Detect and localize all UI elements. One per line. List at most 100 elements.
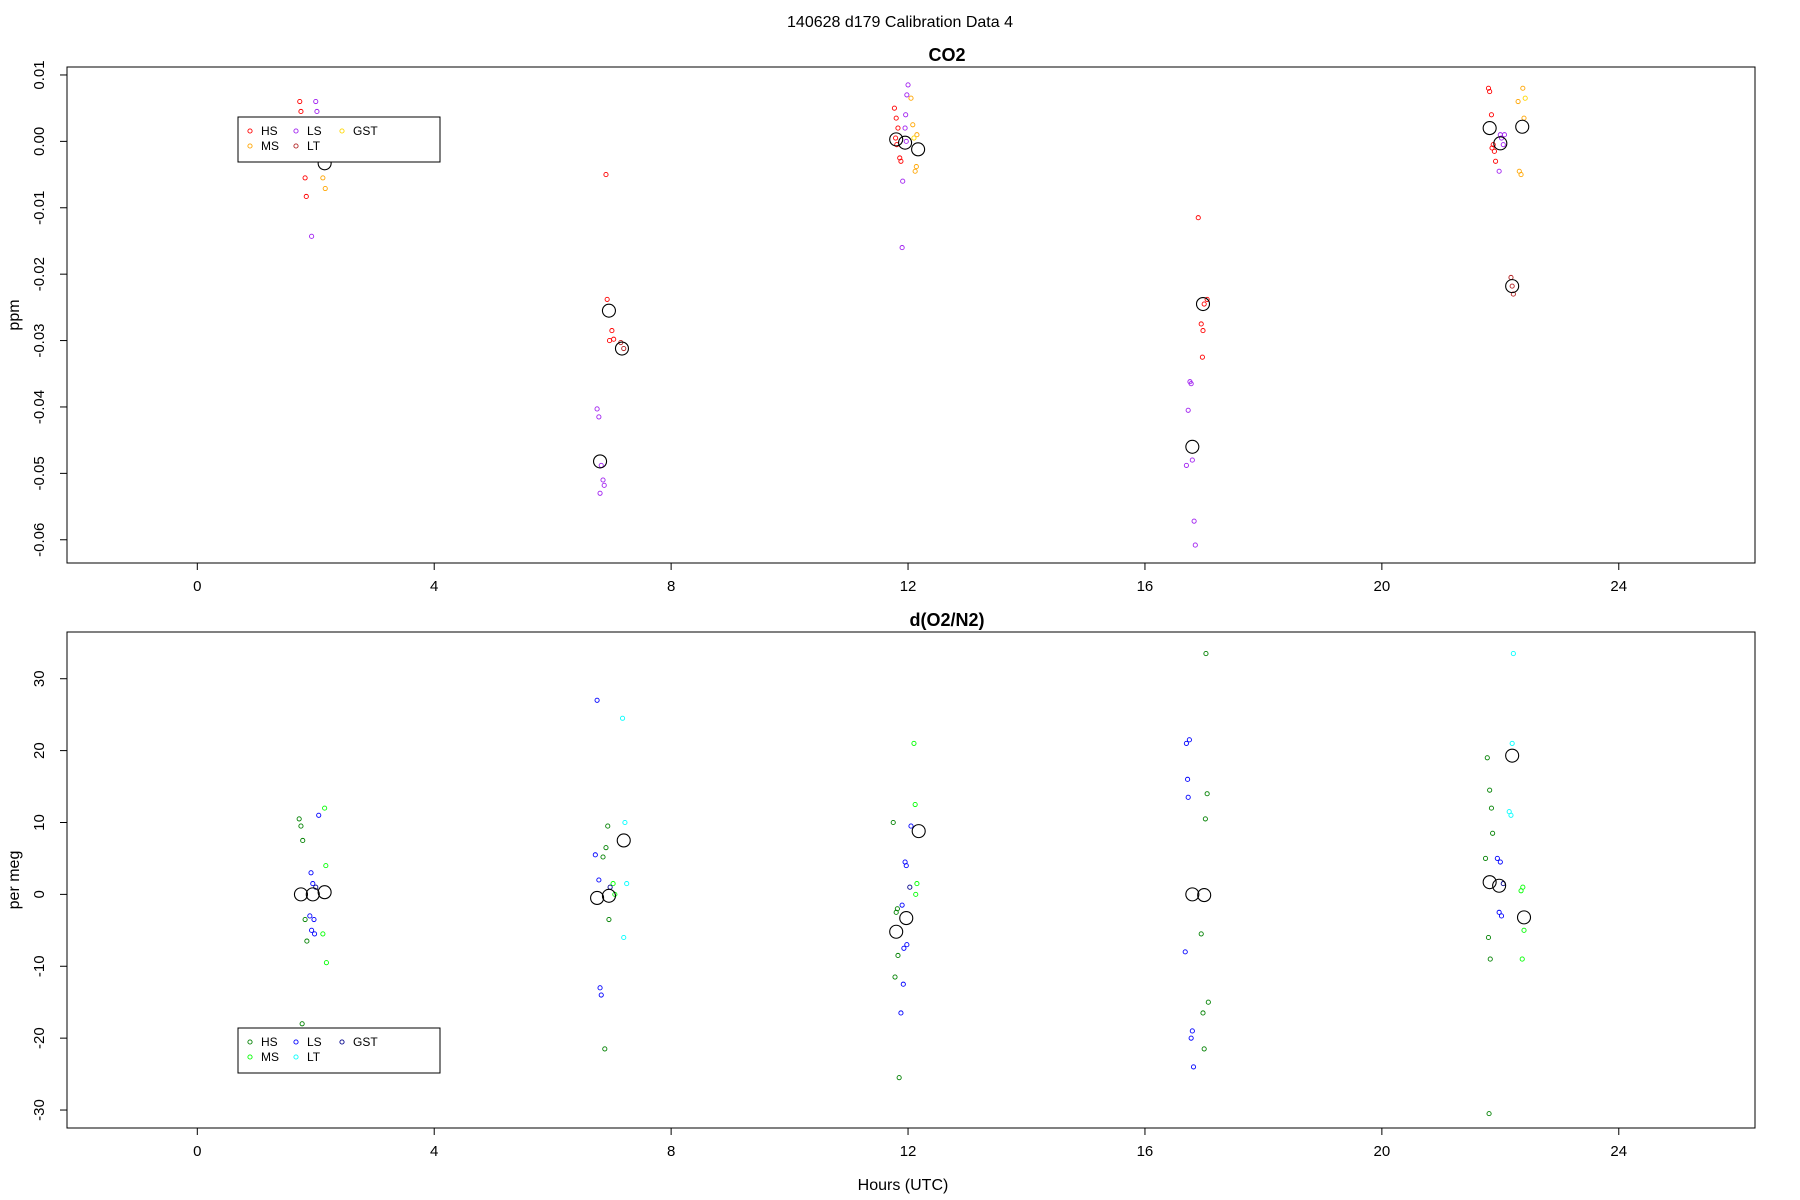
data-point [1521, 927, 1527, 933]
data-point [1185, 407, 1191, 413]
o2n2-x-tick-label: 20 [1374, 1143, 1391, 1160]
co2-y-tick-label: -0.04 [31, 390, 48, 424]
mean-point [898, 135, 913, 150]
data-point [1204, 296, 1210, 302]
co2-panel-title: CO2 [928, 45, 965, 65]
data-point [1202, 816, 1208, 822]
data-point [1487, 956, 1493, 962]
data-point [604, 296, 610, 302]
data-point [605, 823, 611, 829]
data-point [621, 345, 627, 352]
o2n2-y-tick-label: 20 [31, 742, 48, 759]
co2-y-tick-label: -0.06 [31, 523, 48, 557]
o2n2-y-tick-label: -10 [31, 955, 48, 977]
data-point [914, 881, 920, 887]
mean-point [911, 142, 926, 157]
data-point [1198, 321, 1204, 327]
data-point [600, 477, 606, 483]
co2-legend-label: LS [307, 124, 322, 138]
data-point [606, 338, 613, 344]
data-point [316, 812, 322, 818]
o2n2-y-axis-label: per meg [6, 851, 23, 910]
data-point [1519, 956, 1525, 962]
mean-point [1505, 279, 1520, 294]
co2-x-tick-label: 16 [1137, 578, 1154, 595]
mean-point [899, 911, 914, 926]
mean-point [601, 303, 616, 318]
o2n2-series-ms [320, 740, 1527, 966]
data-point [1487, 787, 1493, 793]
data-point [1188, 381, 1194, 387]
data-point [312, 931, 318, 937]
mean-point [293, 887, 309, 902]
data-point [913, 164, 919, 170]
o2n2-x-tick-label: 8 [667, 1143, 675, 1160]
mean-point [590, 890, 605, 906]
mean-point [305, 887, 320, 902]
data-point [896, 1075, 902, 1081]
o2n2-panel: d(O2/N2) per meg 0 4 8 12 16 20 24 -30 -20 -10 0 10… [6, 610, 1756, 1160]
data-point [610, 881, 616, 887]
data-point [298, 108, 304, 115]
data-point [1520, 85, 1526, 91]
o2n2-series-lt [620, 651, 1516, 941]
co2-y-tick-label: -0.05 [31, 456, 48, 490]
o2n2-legend-marker [293, 1039, 299, 1045]
co2-y-tick-label: 0.00 [31, 127, 48, 156]
o2n2-series-hs [296, 651, 1496, 1117]
data-point [622, 819, 628, 826]
co2-series-gst [316, 95, 1528, 154]
mean-point [1482, 121, 1497, 136]
data-point [912, 168, 918, 174]
data-point [1190, 1064, 1197, 1070]
data-point [1494, 855, 1500, 861]
data-point [1185, 776, 1191, 782]
mean-point [889, 924, 904, 939]
data-point [1204, 791, 1210, 797]
data-point [903, 112, 909, 118]
co2-x-tick-label: 4 [430, 578, 438, 595]
data-point [313, 98, 319, 105]
mean-point [1195, 296, 1211, 312]
data-point [592, 852, 598, 858]
co2-y-tick-label: -0.02 [31, 257, 48, 291]
data-point [900, 178, 906, 184]
data-point [1484, 755, 1490, 761]
data-point [1496, 168, 1502, 174]
data-point [1516, 168, 1522, 174]
data-point [905, 82, 911, 88]
data-point [594, 697, 600, 703]
data-point [904, 92, 910, 98]
data-point [300, 837, 306, 844]
co2-series-hs [297, 85, 1499, 360]
data-point [914, 132, 920, 138]
data-point [611, 336, 617, 342]
data-point [898, 158, 904, 164]
data-point [1195, 215, 1201, 221]
co2-x-tick-label: 8 [667, 578, 675, 595]
data-point [1205, 999, 1211, 1005]
o2n2-legend-marker [339, 1039, 345, 1045]
data-point [1496, 909, 1502, 915]
data-point [895, 952, 901, 959]
co2-y-tick-label: 0.01 [31, 60, 48, 89]
data-point [910, 122, 916, 128]
data-point [1508, 274, 1514, 281]
data-point [320, 175, 326, 181]
co2-legend-label: MS [261, 139, 279, 153]
data-point [1509, 740, 1515, 746]
mean-point [601, 888, 616, 903]
mean-point [614, 341, 630, 356]
data-point [309, 927, 315, 933]
data-point [1500, 142, 1506, 148]
o2n2-legend-label: LT [307, 1050, 321, 1064]
o2n2-legend-label: HS [261, 1035, 278, 1049]
co2-legend-marker [293, 128, 299, 134]
data-point [1509, 283, 1515, 289]
x-axis-label: Hours (UTC) [858, 1177, 949, 1194]
data-point [911, 135, 917, 141]
co2-legend-label: GST [353, 124, 378, 138]
data-point [303, 193, 309, 200]
data-point [1186, 737, 1192, 743]
